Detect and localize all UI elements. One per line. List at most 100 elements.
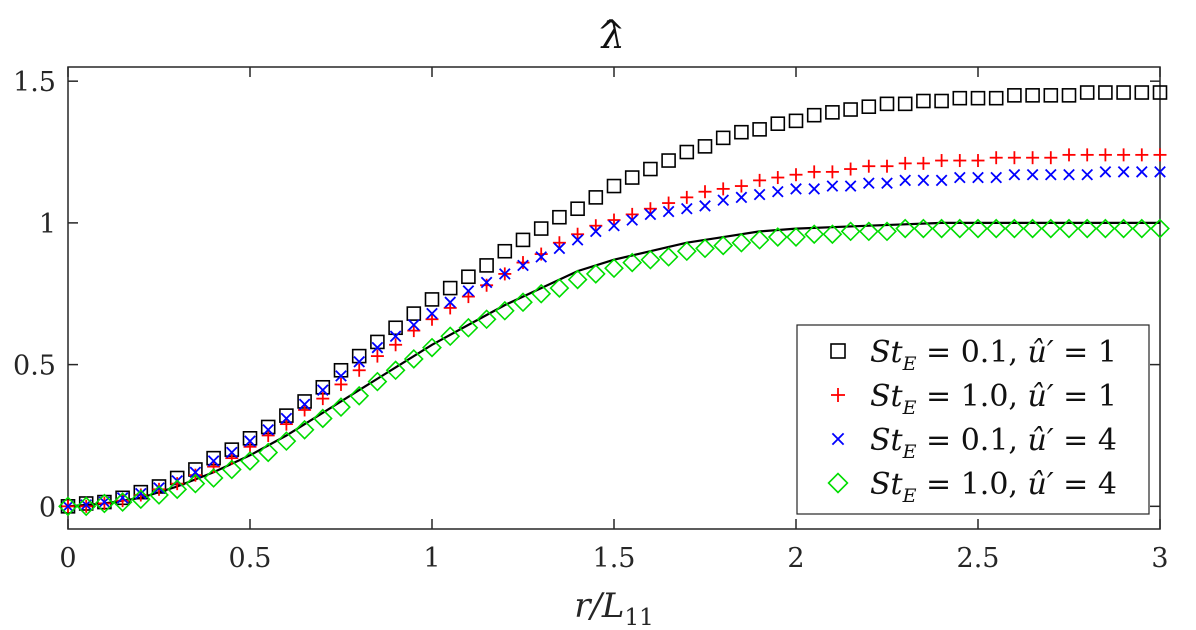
marker-stroke xyxy=(917,174,930,187)
data-point xyxy=(1098,148,1112,162)
data-point xyxy=(1080,148,1094,162)
data-point xyxy=(662,205,675,218)
data-point xyxy=(953,171,966,184)
legend-entry: StE = 1.0, û′ = 4 xyxy=(827,467,1117,507)
data-point xyxy=(804,224,825,245)
data-point xyxy=(335,370,347,382)
data-point xyxy=(385,360,406,381)
data-point xyxy=(970,90,986,106)
legend-label-part: 1.0 xyxy=(961,467,1009,502)
marker-stroke xyxy=(608,219,620,232)
data-point xyxy=(879,96,895,112)
marker-stroke xyxy=(426,307,438,320)
marker-stroke xyxy=(826,180,839,192)
legend-label-part: St xyxy=(870,423,904,458)
legend-label-part: E xyxy=(902,485,917,507)
data-point xyxy=(644,208,657,221)
data-point xyxy=(735,191,748,204)
x-tick-label: 0 xyxy=(59,543,76,574)
data-point xyxy=(262,423,275,436)
data-point xyxy=(1061,88,1077,103)
marker-stroke xyxy=(1135,166,1148,178)
data-point xyxy=(571,234,584,246)
data-point xyxy=(1026,168,1039,181)
data-point xyxy=(112,492,133,512)
data-point xyxy=(331,397,351,418)
marker-stroke xyxy=(662,205,675,218)
legend-marker xyxy=(830,343,846,359)
marker-stroke xyxy=(262,423,275,436)
data-point xyxy=(585,264,606,284)
legend-label-part: , xyxy=(1008,335,1027,370)
marker-stroke xyxy=(644,208,657,221)
data-point xyxy=(225,446,238,459)
data-point xyxy=(476,309,497,330)
data-point xyxy=(862,159,876,173)
legend-label: StE = 1.0, û′ = 4 xyxy=(870,467,1117,507)
data-point xyxy=(516,256,530,270)
data-point xyxy=(717,194,730,207)
legend-label-part: 4 xyxy=(1098,423,1117,458)
data-point xyxy=(403,349,424,369)
data-point xyxy=(533,221,549,236)
data-point xyxy=(349,385,370,406)
data-point xyxy=(840,221,861,242)
legend-label: StE = 1.0, û′ = 1 xyxy=(870,379,1117,419)
marker-stroke xyxy=(753,188,766,201)
data-point xyxy=(622,252,643,273)
data-point xyxy=(1134,85,1150,100)
data-point xyxy=(916,156,930,170)
data-point xyxy=(261,428,275,442)
legend-label-part: = xyxy=(916,379,960,414)
data-point xyxy=(1153,148,1167,162)
data-point xyxy=(515,232,531,248)
marker-stroke xyxy=(462,285,475,297)
data-point xyxy=(607,213,621,227)
data-point xyxy=(276,431,297,452)
data-point xyxy=(1117,148,1131,162)
data-point xyxy=(567,269,588,290)
data-point xyxy=(771,185,784,198)
data-point xyxy=(1044,151,1058,165)
data-point xyxy=(570,201,585,217)
data-point xyxy=(770,116,786,131)
data-point xyxy=(315,379,331,395)
data-point xyxy=(806,107,822,123)
data-point xyxy=(588,190,604,205)
legend-label-part: = xyxy=(916,423,960,458)
legend-label-part: E xyxy=(902,353,917,375)
reference-curve-layer xyxy=(67,221,1160,508)
marker-stroke xyxy=(972,171,984,184)
legend-entry: StE = 0.1, û′ = 1 xyxy=(830,335,1117,375)
data-point xyxy=(535,251,548,263)
data-point xyxy=(934,93,949,109)
data-point xyxy=(185,473,206,494)
data-point xyxy=(134,487,147,500)
marker-stroke xyxy=(1154,166,1166,178)
data-point xyxy=(679,144,695,160)
legend-entry: StE = 1.0, û′ = 1 xyxy=(831,379,1117,419)
data-point xyxy=(790,183,802,195)
legend-label-part: E xyxy=(902,441,917,463)
data-point xyxy=(1113,218,1134,239)
data-point xyxy=(170,477,184,491)
marker-stroke xyxy=(225,446,238,459)
legend-label-part: 1 xyxy=(1098,379,1117,414)
data-point xyxy=(1062,148,1076,162)
data-point xyxy=(294,419,315,440)
data-point xyxy=(440,326,461,347)
data-point xyxy=(749,229,770,250)
y-axis: 0 0.5 1 1.5 xyxy=(13,67,1160,523)
data-point xyxy=(406,306,422,321)
series-cross xyxy=(62,166,1166,513)
legend-label-part: 0.1 xyxy=(961,335,1009,370)
data-point xyxy=(189,466,202,479)
data-point xyxy=(734,124,749,140)
data-point xyxy=(680,190,694,204)
legend-label-part: , xyxy=(1008,423,1027,458)
data-point xyxy=(389,338,403,352)
data-point xyxy=(826,180,839,192)
legend-label-part: û′ xyxy=(1028,467,1054,502)
data-point xyxy=(1081,168,1094,181)
data-point xyxy=(608,219,620,232)
